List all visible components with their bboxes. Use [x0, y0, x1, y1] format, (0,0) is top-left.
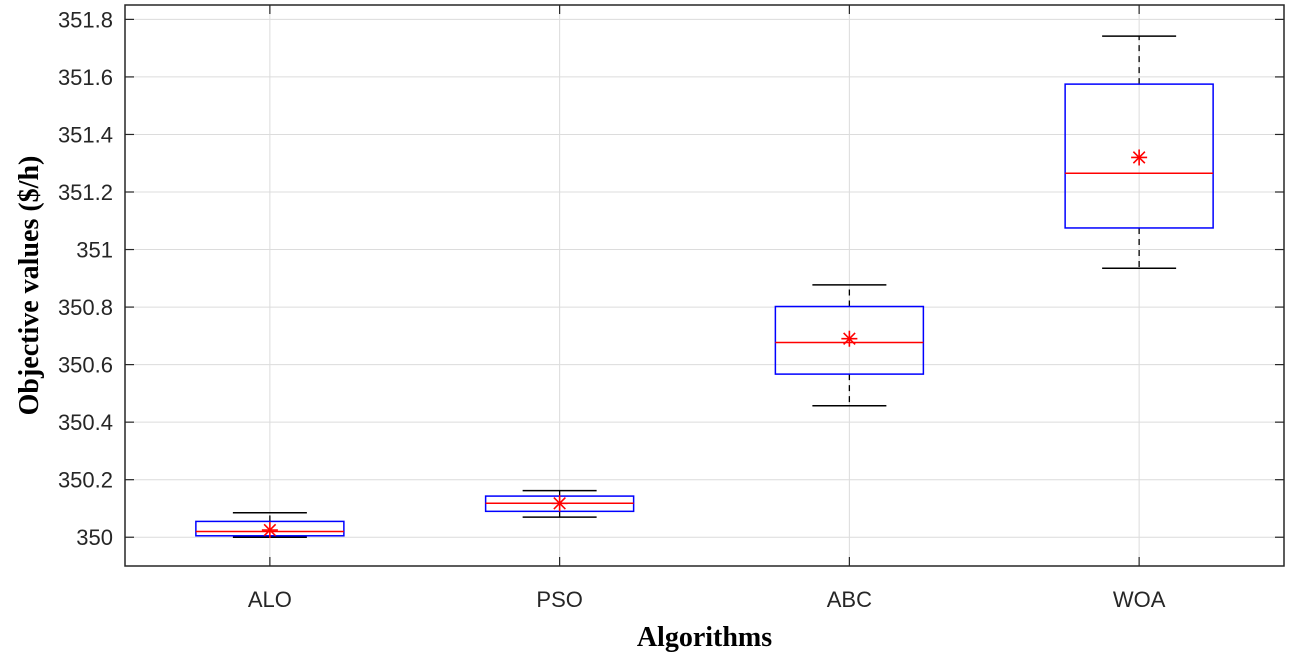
box-abc: [774, 284, 925, 407]
x-axis-title: Algorithms: [637, 622, 772, 653]
y-axis-title: Objective values ($/h): [14, 156, 45, 416]
y-tick-label: 351.2: [58, 180, 113, 205]
y-tick-label: 350.6: [58, 353, 113, 378]
y-tick-label: 350.8: [58, 295, 113, 320]
interquartile-box: [1064, 83, 1214, 229]
mean-marker: [1131, 149, 1148, 166]
mean-marker: [261, 522, 278, 539]
y-tick-label: 351.4: [58, 122, 113, 147]
x-tick-label: WOA: [1113, 587, 1166, 612]
grid-lines: [125, 5, 1284, 566]
mean-marker-stroke: [1132, 151, 1146, 164]
box-woa: [1064, 35, 1214, 269]
x-tick-label: ALO: [248, 587, 292, 612]
y-tick-label: 350.4: [58, 410, 113, 435]
mean-marker-stroke: [263, 523, 277, 537]
interquartile-box: [774, 305, 925, 375]
mean-marker: [551, 495, 568, 512]
y-tick-label: 351: [76, 238, 113, 263]
mean-marker-stroke: [843, 332, 856, 346]
x-tick-label: ABC: [827, 587, 872, 612]
axis-ticks: 350 350.2 350.4 350.6 350.8 351 351.2 351.4 351.…: [58, 5, 1284, 612]
y-tick-label: 350.2: [58, 468, 113, 493]
x-tick-label: PSO: [536, 587, 582, 612]
y-tick-label: 351.6: [58, 65, 113, 90]
mean-marker: [841, 330, 858, 347]
box-pso: [484, 489, 635, 518]
plot-area-frame: [124, 4, 1285, 567]
mean-marker-stroke: [553, 496, 566, 510]
y-tick-label: 350: [76, 525, 113, 550]
y-tick-label: 351.8: [58, 7, 113, 32]
box-alo: [195, 512, 345, 539]
box-plot-series: [195, 35, 1214, 539]
